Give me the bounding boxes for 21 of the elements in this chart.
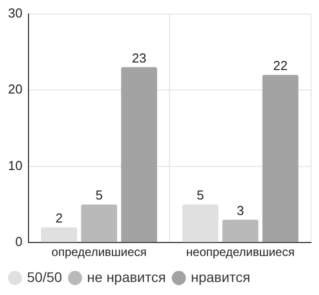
data-label: 22 [273, 58, 288, 73]
bar [182, 204, 218, 242]
data-label: 2 [55, 210, 63, 226]
data-label: 5 [95, 188, 103, 203]
x-tick-label: определившиеся [52, 245, 147, 260]
x-tick-label: неопределившиеся [186, 245, 295, 260]
bar [41, 227, 78, 242]
bar [262, 74, 298, 242]
legend-label: нравится [190, 268, 250, 285]
y-tick-label: 10 [8, 158, 22, 173]
y-tick-label: 20 [8, 82, 22, 97]
bar [222, 220, 258, 242]
data-label: 5 [196, 188, 204, 203]
data-label: 23 [132, 50, 146, 66]
y-tick-label: 30 [8, 5, 22, 20]
bar [121, 67, 158, 242]
y-tick-label: 0 [15, 234, 22, 250]
legend-label: не нравится [87, 268, 166, 285]
data-label: 3 [236, 202, 244, 218]
legend-label: 50/50 [27, 268, 62, 285]
bar [81, 204, 118, 242]
